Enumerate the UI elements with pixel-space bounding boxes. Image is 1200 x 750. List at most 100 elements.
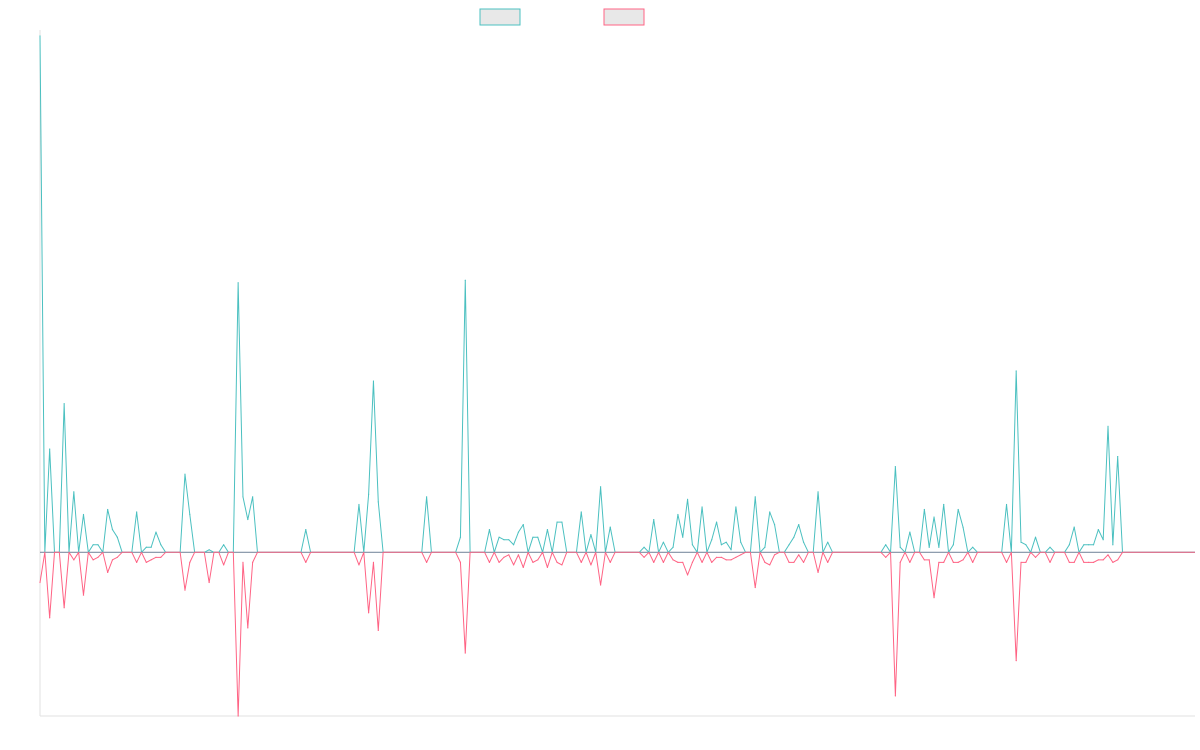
series-2-point-99 xyxy=(1107,554,1109,556)
series-2-point-32 xyxy=(498,561,500,563)
series-1-point-101 xyxy=(1117,455,1119,458)
series-2-point-4 xyxy=(82,594,85,596)
series-2-point-40 xyxy=(546,566,549,569)
series-1-point-21 xyxy=(247,518,249,521)
series-1-point-74 xyxy=(894,466,896,468)
series-2-point-62 xyxy=(740,554,742,556)
series-1-point-61 xyxy=(735,506,737,508)
series-2-point-41 xyxy=(556,561,558,563)
series-1-point-40 xyxy=(546,529,549,531)
series-1-point-99 xyxy=(1107,425,1109,427)
series-2-point-57 xyxy=(715,556,718,558)
series-1-point-75 xyxy=(899,546,901,548)
series-2-point-37 xyxy=(522,566,524,569)
series-2-point-9 xyxy=(116,556,118,558)
series-1-point-60 xyxy=(730,549,732,551)
series-1-point-45 xyxy=(599,486,602,488)
series-2-point-97 xyxy=(1097,559,1099,561)
series-2-point-18 xyxy=(223,564,225,566)
series-2-point-68 xyxy=(793,561,795,563)
series-2-point-0 xyxy=(39,581,41,584)
series-1-point-72 xyxy=(827,541,829,543)
series-2-point-22 xyxy=(252,561,254,563)
series-2-point-16 xyxy=(189,561,191,563)
series-1-point-18 xyxy=(223,544,225,546)
legend-swatch-1[interactable] xyxy=(479,8,521,26)
series-2-point-2 xyxy=(63,607,65,609)
series-2-point-1 xyxy=(49,617,51,619)
series-2-point-71 xyxy=(817,571,819,574)
series-2-point-85 xyxy=(972,561,974,563)
series-2-point-66 xyxy=(773,554,776,556)
series-1-point-86 xyxy=(1005,503,1008,506)
series-2-point-77 xyxy=(923,559,925,561)
series-2-point-72 xyxy=(827,561,829,563)
series-1-point-15 xyxy=(184,473,186,475)
series-2-point-31 xyxy=(488,561,491,563)
series-2-point-8 xyxy=(111,559,114,561)
series-1-point-41 xyxy=(556,521,558,523)
axes xyxy=(39,30,1195,717)
series-1-point-25 xyxy=(368,493,370,495)
series-2-point-45 xyxy=(599,584,602,586)
series-1 xyxy=(39,35,1195,553)
series-2-point-84 xyxy=(962,559,964,561)
series-2-point-94 xyxy=(1083,561,1085,563)
series-2-point-80 xyxy=(938,561,940,563)
series-2-point-75 xyxy=(899,561,901,563)
series-1-point-98 xyxy=(1102,539,1104,541)
series-2-point-92 xyxy=(1068,561,1070,563)
series-1-point-63 xyxy=(754,496,756,498)
legend-swatch-2[interactable] xyxy=(603,8,645,26)
series-1-point-53 xyxy=(686,498,689,501)
series-2-point-29 xyxy=(459,561,462,563)
series-1-point-33 xyxy=(503,539,505,541)
series-1-point-81 xyxy=(943,503,945,506)
series-1-point-80 xyxy=(938,546,940,548)
series-1-point-31 xyxy=(488,529,491,531)
series-1-point-84 xyxy=(962,526,964,528)
series-1-point-39 xyxy=(537,536,539,538)
series-2-point-100 xyxy=(1112,561,1114,563)
series-1-point-42 xyxy=(561,521,563,523)
series-1-point-3 xyxy=(73,491,75,493)
series-1-point-38 xyxy=(532,536,534,538)
series-2-point-17 xyxy=(208,581,210,584)
series-1-point-36 xyxy=(517,531,520,533)
series-2-point-33 xyxy=(503,556,505,558)
series-2-point-38 xyxy=(532,561,534,563)
series-2-point-64 xyxy=(764,561,766,563)
series-2-point-74 xyxy=(894,695,896,697)
series-2-point-46 xyxy=(609,561,611,563)
series-2-point-55 xyxy=(701,561,703,563)
series-1-point-77 xyxy=(923,508,925,511)
series-2-point-76 xyxy=(909,561,911,563)
series-1-point-66 xyxy=(773,523,776,526)
series-2-point-81 xyxy=(943,561,945,563)
series-2-point-49 xyxy=(662,561,665,563)
series-1-point-43 xyxy=(580,511,582,513)
series-1-point-11 xyxy=(145,546,147,548)
series-1-point-12 xyxy=(150,546,152,548)
series-1-point-22 xyxy=(252,496,254,498)
series-1-point-69 xyxy=(798,523,800,526)
series-1-point-54 xyxy=(691,544,694,546)
series-2-point-26 xyxy=(372,561,375,563)
series-2-point-39 xyxy=(537,559,539,561)
series-2-point-63 xyxy=(754,586,756,589)
series-1-point-19 xyxy=(237,282,239,284)
series-2-point-59 xyxy=(725,559,727,561)
series-1-point-27 xyxy=(377,501,379,503)
series-2-point-34 xyxy=(508,554,510,556)
series-2-point-52 xyxy=(682,561,684,563)
series-2-point-70 xyxy=(802,561,805,563)
series-1-point-92 xyxy=(1068,544,1070,546)
series-line-1 xyxy=(39,35,1195,553)
series-layer xyxy=(39,35,1195,717)
series-2-point-69 xyxy=(798,554,800,556)
series-2-point-89 xyxy=(1025,561,1027,563)
series-2-point-20 xyxy=(242,561,244,563)
series-2 xyxy=(39,551,1195,717)
series-2-point-25 xyxy=(368,612,370,614)
